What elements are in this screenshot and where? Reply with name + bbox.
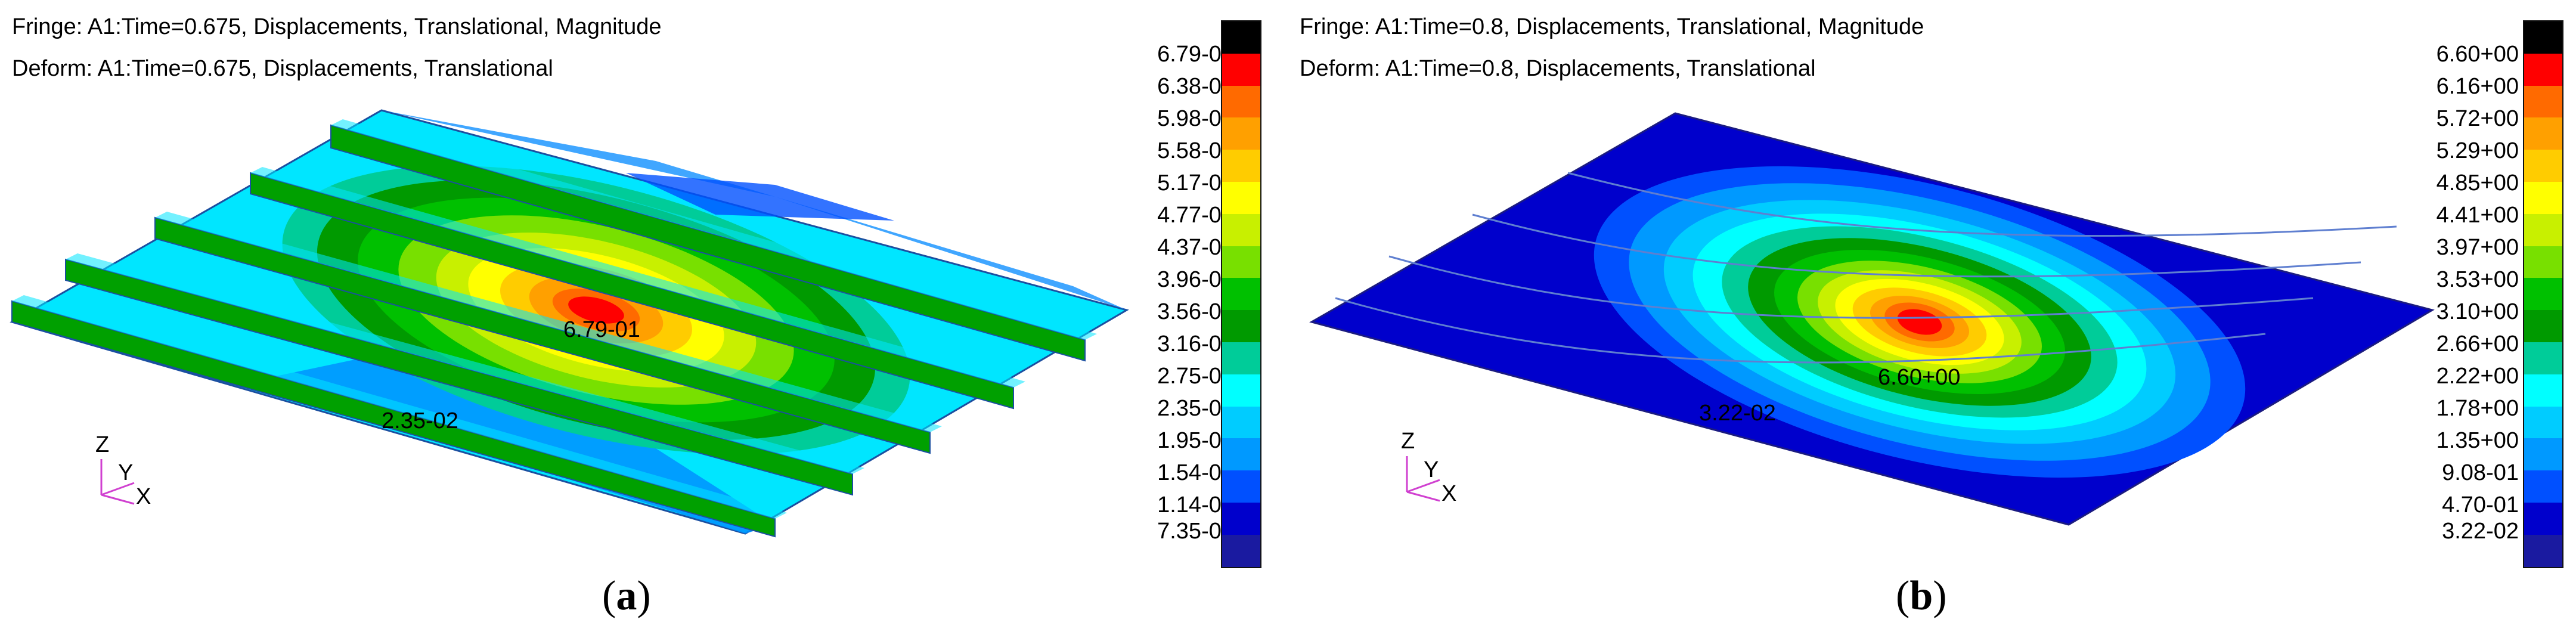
axis-triad	[100, 459, 135, 505]
deform-title: Deform: A1:Time=0.8, Displacements, Tran…	[1300, 56, 1816, 81]
contours-b	[1594, 166, 2246, 478]
legend-swatch	[1222, 21, 1260, 54]
legend-swatch	[1222, 150, 1260, 182]
legend-swatch	[2524, 374, 2562, 407]
max-value-label: 6.79-01	[563, 317, 640, 342]
axis-triad	[1406, 456, 1440, 502]
legend-swatch	[1222, 181, 1260, 214]
min-value-label: 3.22-02	[1699, 401, 1776, 426]
legend-label: 3.97+00	[2436, 235, 2519, 260]
legend-label: 5.29+00	[2436, 138, 2519, 163]
min-value-label: 2.35-02	[382, 408, 458, 433]
fe-plot-a: 6.79-01 2.35-02 Z Y X	[10, 109, 1129, 538]
max-value-label: 6.60+00	[1878, 365, 1960, 390]
stiffeners-a	[11, 124, 1086, 538]
legend-label: 4.41+00	[2436, 203, 2519, 228]
legend-swatch	[2524, 246, 2562, 278]
axis-x-label: X	[1442, 481, 1456, 506]
axis-z-label: Z	[95, 432, 109, 457]
legend-swatch	[1222, 278, 1260, 311]
legend-swatch	[2524, 406, 2562, 439]
legend-label: 3.22-02	[2442, 519, 2519, 544]
legend-label: 1.35+00	[2436, 428, 2519, 453]
legend-swatch	[1222, 502, 1260, 535]
legend-label: 1.78+00	[2436, 396, 2519, 421]
legend-swatch	[2524, 310, 2562, 342]
axis-z-label: Z	[1401, 429, 1415, 454]
caption-b: (b)	[1896, 573, 1947, 619]
caption-letter: b	[1909, 573, 1933, 619]
legend-colorbar	[1221, 20, 1261, 568]
legend-label: 2.22+00	[2436, 364, 2519, 389]
legend-swatch	[1222, 406, 1260, 439]
fe-plot-b: 6.60+00 3.22-02 Z Y X	[1309, 112, 2435, 526]
legend-swatch	[1222, 310, 1260, 342]
legend-label: 9.08-01	[2442, 460, 2519, 485]
legend-swatch	[2524, 53, 2562, 86]
legend-swatch	[1222, 342, 1260, 374]
legend-swatch	[2524, 181, 2562, 214]
legend-label: 2.66+00	[2436, 331, 2519, 357]
legend-swatch	[1222, 213, 1260, 246]
legend-label: 3.10+00	[2436, 299, 2519, 324]
legend-swatch	[2524, 342, 2562, 374]
legend-label: 6.60+00	[2436, 42, 2519, 67]
panel-a: Fringe: A1:Time=0.675, Displacements, Tr…	[10, 14, 1261, 619]
axis-y-label: Y	[118, 460, 133, 485]
axis-x-label: X	[136, 484, 151, 509]
axis-y-label: Y	[1424, 457, 1439, 482]
deform-title: Deform: A1:Time=0.675, Displacements, Tr…	[12, 56, 553, 81]
legend-swatch	[2524, 470, 2562, 503]
legend-label: 4.70-01	[2442, 492, 2519, 518]
legend-swatch	[2524, 150, 2562, 182]
legend-swatch	[2524, 21, 2562, 54]
legend-swatch	[1222, 470, 1260, 503]
legend-label: 5.72+00	[2436, 106, 2519, 131]
legend-label: 6.16+00	[2436, 74, 2519, 99]
legend-swatch	[1222, 246, 1260, 278]
legend-swatch	[2524, 438, 2562, 471]
fringe-title: Fringe: A1:Time=0.675, Displacements, Tr…	[12, 14, 662, 39]
edge-spot	[626, 173, 894, 221]
legend-colorbar	[2523, 20, 2563, 568]
stiffener-tops-a	[12, 119, 1097, 519]
legend-label: 3.53+00	[2436, 267, 2519, 292]
legend-swatch	[1222, 53, 1260, 86]
legend-swatch	[2524, 213, 2562, 246]
fringe-title: Fringe: A1:Time=0.8, Displacements, Tran…	[1300, 14, 1924, 39]
caption-letter: a	[616, 573, 637, 619]
legend-swatch	[1222, 374, 1260, 407]
panel-b: Fringe: A1:Time=0.8, Displacements, Tran…	[1288, 0, 2576, 629]
caption-a: (a)	[602, 573, 651, 619]
legend-swatch	[1222, 438, 1260, 471]
legend-swatch	[2524, 534, 2562, 567]
stiffeners-b	[1335, 172, 2397, 364]
legend-swatch	[2524, 85, 2562, 118]
legend-label: 4.85+00	[2436, 171, 2519, 196]
legend-swatch	[2524, 117, 2562, 150]
legend-swatch	[1222, 534, 1260, 567]
legend-swatch	[2524, 278, 2562, 311]
legend-swatch	[1222, 117, 1260, 150]
legend-swatch	[1222, 85, 1260, 118]
legend-swatch	[2524, 502, 2562, 535]
